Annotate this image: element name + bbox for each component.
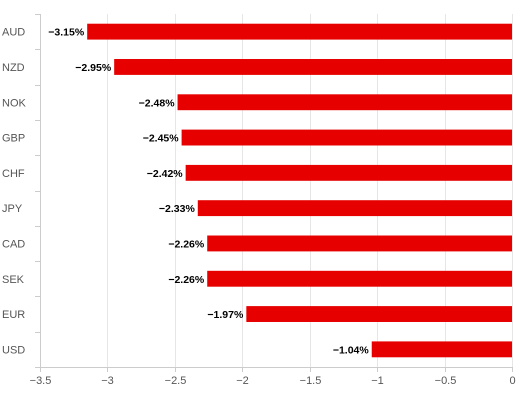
data-label: −2.26% [168,238,205,250]
category-label: AUD [2,27,25,39]
category-label: CHF [2,168,25,180]
x-tick-label: −2.5 [165,375,187,387]
axes [35,14,513,372]
bar-nok [177,94,512,111]
bar-eur [246,306,512,322]
category-label: JPY [2,203,23,215]
bar-usd [371,341,512,358]
x-tick-label: −2 [236,375,249,387]
bar-cad [207,235,513,252]
x-tick-label: −3 [101,375,114,387]
category-label: CAD [2,238,25,250]
category-label: EUR [2,309,25,321]
x-tick-label: −3.5 [30,375,52,387]
data-label: −2.42% [147,168,184,180]
bar-aud [87,23,512,40]
data-label: −2.45% [143,133,180,145]
bar-gbp [181,129,512,146]
labels: −3.5 −3 −2.5 −2 −1.5 −1 −0.5 0 AUD −3.15% NZD −2.95… [2,27,516,387]
data-label: −2.95% [75,62,112,74]
x-tick-label: 0 [509,375,515,387]
category-label: NOK [2,97,27,109]
data-label: −2.48% [139,97,176,109]
category-label: USD [2,344,25,356]
x-tick-label: −1 [371,375,384,387]
bar-jpy [197,200,513,217]
data-label: −3.15% [48,27,85,39]
data-label: −2.33% [159,203,196,215]
data-label: −2.26% [168,274,205,286]
category-label: GBP [2,133,25,145]
bar-sek [207,270,513,287]
bar-nzd [114,59,513,75]
category-label: NZD [2,62,25,74]
x-tick-label: −1.5 [300,375,322,387]
bars [87,23,513,358]
x-tick-label: −0.5 [435,375,457,387]
bar-chf [185,164,512,181]
data-label: −1.97% [207,309,244,321]
category-label: SEK [2,274,25,286]
data-label: −1.04% [333,344,370,356]
